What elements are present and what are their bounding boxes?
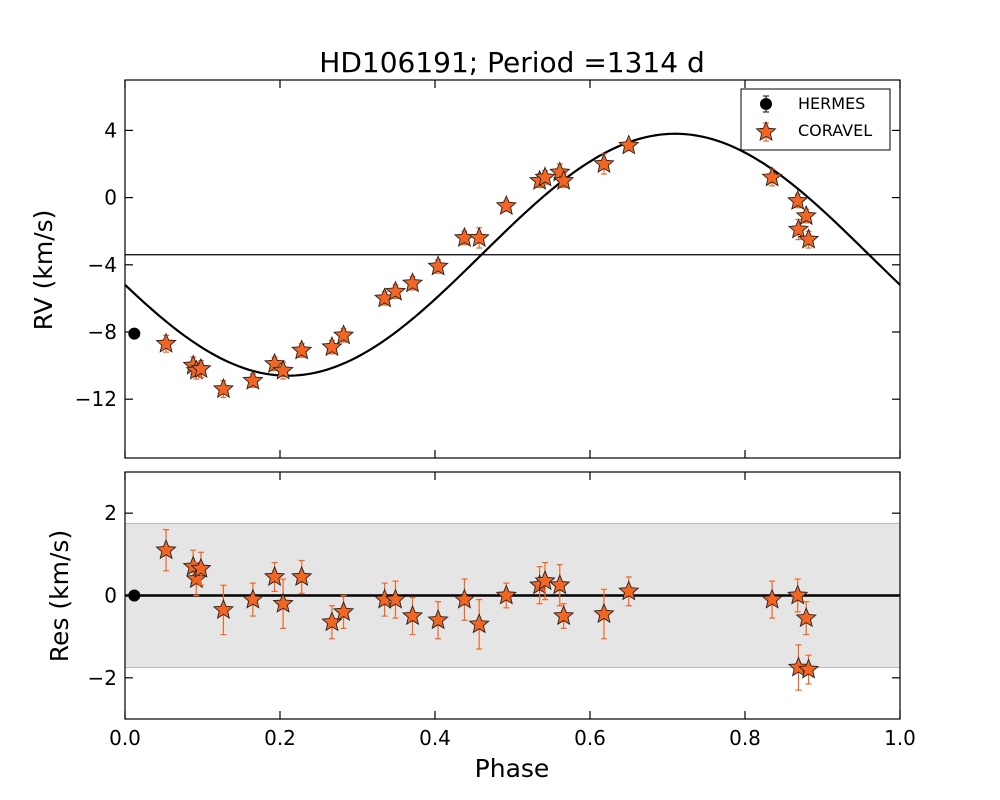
coravel-point [212,377,235,399]
x-tick-label: 0.8 [729,726,761,750]
x-tick-label: 1.0 [884,726,916,750]
x-tick-label: 0.2 [264,726,296,750]
chart-title: HD106191; Period =1314 d [319,46,704,79]
coravel-residual-point [761,588,783,609]
y-tick-label: 0 [104,186,117,210]
coravel-residual-point [593,602,615,624]
legend-coravel-label: CORAVEL [798,121,872,140]
legend: HERMES CORAVEL [740,88,891,151]
hermes-residual-point [128,589,141,602]
y-tick-label: −12 [75,387,117,411]
coravel-residual-point [453,588,476,609]
orbit-model-curve [124,132,901,377]
coravel-residual-point [495,584,517,605]
coravel-residual-point [332,600,355,622]
rv-ylabel: RV (km/s) [29,210,58,331]
hermes-point [128,327,141,340]
residual-panel: 2 0 −2 0.0 0.2 0.4 0.6 0.8 1.0 Res (km/s) Phase [45,471,916,783]
coravel-point [534,166,556,187]
rv-frame [124,79,901,459]
x-tick-label: 0.0 [109,726,141,750]
rv-x-ticks [124,80,901,458]
residual-points [128,529,820,691]
coravel-residual-point [272,592,294,613]
coravel-point [155,332,177,353]
coravel-residual-point [549,574,571,595]
coravel-point [272,359,294,380]
coravel-residual-point [212,598,235,619]
y-tick-label: −4 [88,253,117,277]
x-tick-label: 0.6 [574,726,606,750]
coravel-point [321,335,343,357]
coravel-residual-point [401,604,424,626]
coravel-point [787,218,810,239]
rv-points [128,134,820,399]
coravel-residual-point [553,604,575,626]
coravel-point [190,357,212,378]
coravel-residual-point [427,609,449,630]
y-tick-label: 4 [104,118,117,142]
coravel-point [797,228,820,249]
legend-hermes-label: HERMES [798,94,865,113]
rv-panel: 4 0 −4 −8 −12 RV (km/s) [29,79,901,459]
coravel-residual-point [618,580,640,601]
y-tick-label: −2 [88,666,117,690]
coravel-residual-point [787,584,809,605]
coravel-point [401,272,424,293]
coravel-point [618,134,640,155]
legend-coravel-marker [755,120,777,142]
coravel-point [291,339,313,360]
coravel-residual-point [534,569,556,591]
x-axis-label: Phase [475,754,550,783]
coravel-point [553,169,575,190]
coravel-point [593,152,615,174]
rv-y-axis: 4 0 −4 −8 −12 [75,118,900,411]
coravel-point [761,166,783,187]
legend-hermes-marker [760,98,772,110]
coravel-residual-point [291,565,313,587]
x-tick-label: 0.4 [419,726,451,750]
coravel-point [787,189,809,210]
residual-ylabel: Res (km/s) [45,530,74,662]
y-tick-label: 0 [104,584,117,608]
coravel-point [384,280,407,301]
coravel-residual-point [384,588,407,609]
coravel-point [468,226,490,247]
legend-coravel-star [755,120,777,142]
x-axis: 0.0 0.2 0.4 0.6 0.8 1.0 [109,472,916,750]
y-tick-label: 2 [104,501,117,525]
coravel-residual-point [190,557,212,578]
coravel-residual-point [155,539,177,560]
coravel-residual-point [468,613,490,634]
coravel-residual-point [795,606,817,628]
coravel-point [242,369,264,390]
coravel-residual-point [263,565,286,587]
coravel-residual-point [797,658,820,679]
coravel-residual-point [242,588,264,609]
coravel-point [332,324,355,345]
residual-y-axis: 2 0 −2 [88,501,900,690]
y-tick-label: −8 [88,320,117,344]
coravel-point [427,255,449,276]
coravel-point [495,194,517,216]
coravel-point [795,204,817,226]
